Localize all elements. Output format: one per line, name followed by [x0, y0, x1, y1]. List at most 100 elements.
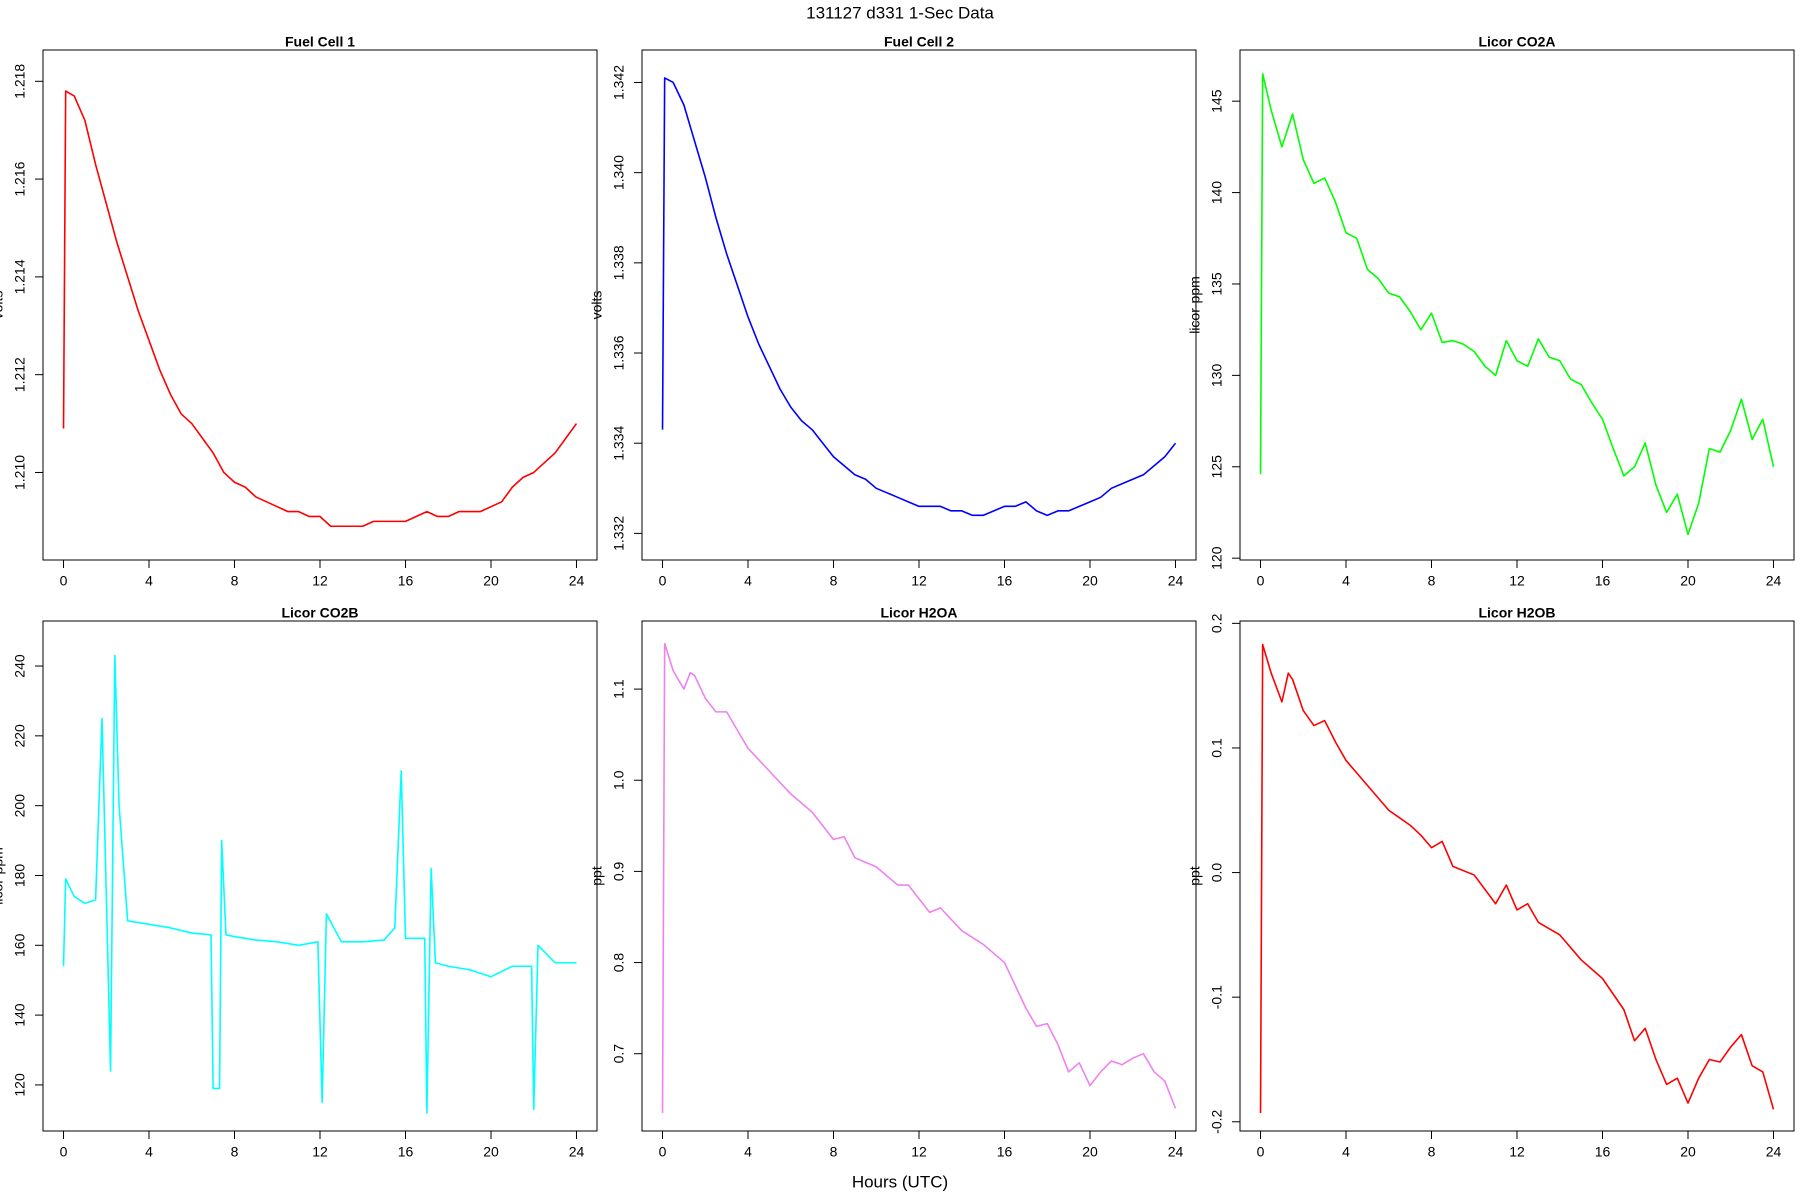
y-tick-label: -0.2 [1209, 1110, 1225, 1134]
y-tick-label: 1.334 [611, 425, 627, 460]
y-axis-label: licor-ppm [0, 847, 6, 905]
y-tick-label: 1.338 [611, 245, 627, 280]
x-tick-label: 4 [145, 573, 153, 589]
plot-frame [641, 49, 1197, 561]
x-tick-label: 8 [231, 1144, 239, 1160]
y-tick-label: 0.8 [611, 953, 627, 973]
panel-title: Licor H2OA [880, 605, 957, 621]
y-tick-label: 1.1 [611, 679, 627, 699]
panel-title: Fuel Cell 2 [884, 34, 954, 50]
data-line [62, 90, 578, 528]
x-tick-label: 12 [911, 573, 927, 589]
data-line [62, 654, 577, 1114]
data-line [1259, 72, 1775, 536]
plot-frame [641, 620, 1197, 1132]
x-tick-label: 12 [312, 1144, 328, 1160]
x-tick-label: 24 [1168, 573, 1184, 589]
panel-title: Fuel Cell 1 [285, 34, 355, 50]
x-tick-label: 16 [398, 1144, 414, 1160]
y-tick-label: 1.214 [12, 259, 28, 294]
x-tick-label: 24 [1766, 1144, 1782, 1160]
x-tick-label: 24 [1766, 573, 1782, 589]
y-tick-label: 140 [1209, 181, 1225, 205]
plot-frame [42, 620, 598, 1132]
x-tick-label: 8 [231, 573, 239, 589]
x-tick-label: 8 [1428, 1144, 1436, 1160]
y-tick-label: 200 [12, 794, 28, 818]
data-line [661, 77, 1177, 517]
x-tick-label: 4 [1342, 573, 1350, 589]
x-tick-label: 12 [911, 1144, 927, 1160]
super-title: 131127 d331 1-Sec Data [806, 3, 994, 22]
y-axis-label: volts [589, 291, 605, 320]
y-tick-label: 240 [12, 654, 28, 678]
x-tick-label: 4 [1342, 1144, 1350, 1160]
x-tick-label: 24 [1168, 1144, 1184, 1160]
y-tick-label: 1.210 [12, 455, 28, 490]
x-tick-label: 12 [312, 573, 328, 589]
x-tick-label: 12 [1509, 573, 1525, 589]
x-tick-label: 16 [1595, 1144, 1611, 1160]
y-tick-label: 1.340 [611, 155, 627, 190]
y-tick-label: 0.1 [1209, 738, 1225, 758]
y-axis-label: volts [0, 291, 6, 320]
plot-frame [1239, 49, 1795, 561]
y-tick-label: 145 [1209, 89, 1225, 113]
y-tick-label: 125 [1209, 455, 1225, 479]
x-tick-label: 16 [997, 573, 1013, 589]
data-line [1259, 643, 1775, 1114]
x-tick-label: 8 [1428, 573, 1436, 589]
x-tick-label: 8 [830, 573, 838, 589]
y-tick-label: 120 [1209, 546, 1225, 570]
x-tick-label: 20 [1680, 1144, 1696, 1160]
x-tick-label: 0 [659, 1144, 667, 1160]
x-tick-label: 16 [398, 573, 414, 589]
x-tick-label: 20 [1680, 573, 1696, 589]
y-tick-label: 0.7 [611, 1044, 627, 1064]
y-tick-label: 1.332 [611, 516, 627, 551]
x-tick-label: 0 [1257, 1144, 1265, 1160]
x-tick-label: 0 [60, 1144, 68, 1160]
x-tick-label: 20 [1082, 573, 1098, 589]
y-axis-label: ppt [1187, 866, 1203, 886]
x-tick-label: 4 [145, 1144, 153, 1160]
x-tick-label: 24 [569, 1144, 585, 1160]
x-tick-label: 16 [997, 1144, 1013, 1160]
y-tick-label: 220 [12, 724, 28, 748]
x-tick-label: 8 [830, 1144, 838, 1160]
y-tick-label: 0.9 [611, 861, 627, 881]
y-axis-label: ppt [589, 866, 605, 886]
panel-title: Licor H2OB [1478, 605, 1555, 621]
x-tick-label: 24 [569, 573, 585, 589]
x-tick-label: 12 [1509, 1144, 1525, 1160]
x-tick-label: 4 [744, 573, 752, 589]
x-tick-label: 0 [1257, 573, 1265, 589]
x-tick-label: 20 [483, 573, 499, 589]
y-tick-label: 180 [12, 864, 28, 888]
data-line [661, 642, 1177, 1113]
y-tick-label: 0.2 [1209, 613, 1225, 633]
panel-title: Licor CO2B [281, 605, 358, 621]
y-tick-label: 1.216 [12, 161, 28, 196]
x-tick-label: 20 [1082, 1144, 1098, 1160]
x-tick-label: 16 [1595, 573, 1611, 589]
y-tick-label: 140 [12, 1003, 28, 1027]
y-tick-label: 120 [12, 1073, 28, 1097]
y-tick-label: 1.336 [611, 335, 627, 370]
x-tick-label: 0 [60, 573, 68, 589]
y-tick-label: 160 [12, 933, 28, 957]
panel-title: Licor CO2A [1478, 34, 1555, 50]
x-tick-label: 0 [659, 573, 667, 589]
y-tick-label: 1.212 [12, 357, 28, 392]
x-tick-label: 20 [483, 1144, 499, 1160]
x-axis-label: Hours (UTC) [852, 1172, 948, 1191]
x-tick-label: 4 [744, 1144, 752, 1160]
y-tick-label: 1.342 [611, 65, 627, 100]
y-tick-label: 130 [1209, 363, 1225, 387]
y-tick-label: 135 [1209, 272, 1225, 296]
y-tick-label: 1.218 [12, 64, 28, 99]
y-tick-label: 1.0 [611, 770, 627, 790]
plot-frame [1239, 620, 1795, 1132]
